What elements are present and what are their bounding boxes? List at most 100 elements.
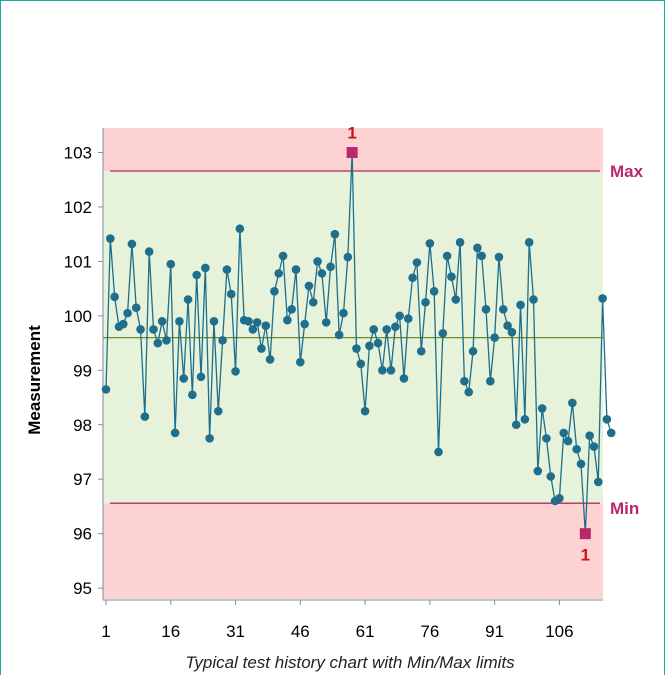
data-point [395,311,404,321]
data-point [481,305,491,314]
data-point [343,252,353,262]
y-tick-label: 100 [64,307,92,326]
data-point [270,287,279,296]
data-point [403,314,413,323]
data-point [408,273,417,283]
data-point [248,325,258,334]
data-point [101,385,111,394]
data-point [593,477,603,487]
data-point [209,317,219,326]
data-point [274,269,284,278]
data-point [568,398,577,408]
data-point [429,287,439,296]
x-tick-label: 61 [356,622,375,641]
y-tick-label: 95 [73,579,92,598]
data-point [304,281,314,291]
data-point [106,234,115,243]
data-point [231,367,240,376]
data-point [365,341,374,351]
data-point [140,412,150,421]
data-point [179,374,189,383]
data-point [313,257,322,266]
violation-layer: 11 [346,124,591,565]
data-point [468,346,478,356]
y-tick-label: 97 [73,470,92,489]
y-tick-label: 103 [64,144,92,163]
data-point [503,321,512,330]
lower-out-of-spec-zone [103,503,603,599]
data-point [213,406,223,416]
data-point [572,444,581,454]
y-tick-label: 98 [73,416,92,435]
data-point [434,447,443,457]
data-point [153,338,163,348]
data-point [201,263,210,273]
data-point [334,330,344,340]
data-point [598,294,607,303]
data-point [261,321,271,330]
data-point [391,322,400,332]
data-point [559,428,569,438]
data-point [524,238,534,247]
violation-label: 1 [581,546,590,565]
data-point [498,305,508,314]
data-point [507,327,517,337]
data-point [188,390,197,400]
data-point [511,420,521,430]
data-point [352,344,361,353]
data-point [442,251,452,261]
data-point [205,434,214,443]
data-point [166,259,176,269]
data-point [252,318,262,327]
data-point [386,366,396,375]
data-point [473,243,482,253]
data-point [222,265,232,274]
data-point [533,466,543,476]
data-point [326,262,335,272]
data-point [585,431,594,440]
data-point [602,415,612,424]
data-point [382,325,391,334]
data-point [244,317,253,326]
data-point [477,251,486,261]
x-tick-label: 46 [291,622,310,641]
series-line [105,152,612,534]
data-point [265,355,275,364]
data-point [183,295,193,304]
data-point [546,472,556,481]
data-point [136,325,145,334]
data-point [356,359,366,369]
data-point [421,297,430,307]
data-point [373,338,383,348]
data-point [438,328,448,338]
y-tick-label: 102 [64,198,92,217]
data-point [360,406,370,416]
data-point [131,303,141,312]
data-point [235,224,245,234]
data-point [321,318,331,327]
data-point [451,295,461,304]
data-point [529,295,538,304]
y-tick-label: 99 [73,361,92,380]
data-point [460,376,469,386]
x-tick-label: 31 [226,622,245,641]
data-point [123,308,132,318]
data-point [196,372,206,382]
data-point [144,247,154,256]
data-point [287,305,296,314]
data-point [330,229,340,239]
data-point [416,346,426,356]
chart-caption: Typical test history chart with Min/Max … [185,653,515,672]
data-point [369,325,379,334]
x-tick-label: 1 [101,622,110,641]
data-point [118,319,128,329]
data-point [490,333,499,342]
data-point [175,317,184,326]
series-layer [101,152,616,534]
data-point [278,251,288,261]
data-point [425,239,435,248]
data-point [412,258,422,267]
data-point [257,344,266,353]
data-point [296,357,305,367]
